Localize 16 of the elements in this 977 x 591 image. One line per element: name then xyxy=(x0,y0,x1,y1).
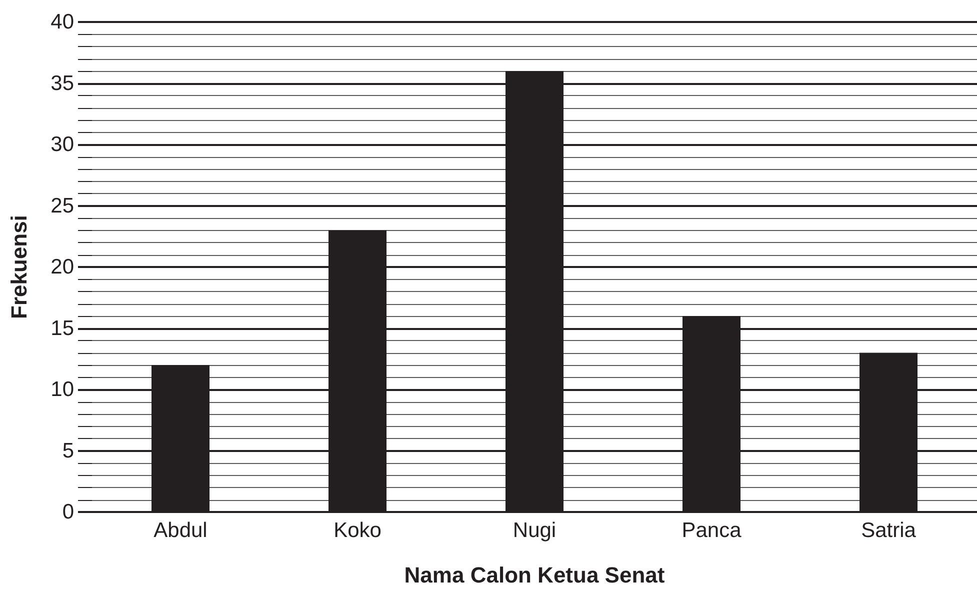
x-tick-label: Nugi xyxy=(512,519,556,542)
y-tick-label: 20 xyxy=(50,256,74,278)
x-axis-title: Nama Calon Ketua Senat xyxy=(404,562,666,588)
y-axis-title: Frekuensi xyxy=(6,215,32,319)
y-tick-label: 0 xyxy=(62,500,74,524)
x-tick-label: Panca xyxy=(682,519,742,542)
y-tick-label: 5 xyxy=(62,439,74,462)
x-tick-label: Abdul xyxy=(154,519,208,542)
x-tick-label: Satria xyxy=(861,519,916,542)
y-tick-label: 15 xyxy=(50,316,74,340)
y-tick-label: 10 xyxy=(50,378,74,401)
y-tick-label: 30 xyxy=(50,133,74,156)
y-tick-label: 35 xyxy=(50,72,74,95)
x-tick-label: Koko xyxy=(334,519,382,542)
y-tick-label: 25 xyxy=(50,194,74,218)
y-tick-label: 40 xyxy=(50,10,74,34)
